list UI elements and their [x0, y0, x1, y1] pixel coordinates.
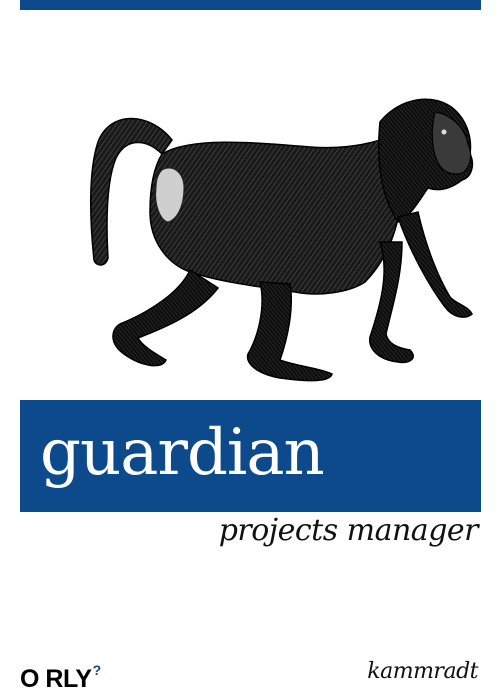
- book-title: guardian: [40, 416, 325, 490]
- publisher-question-mark: ?: [92, 662, 102, 678]
- book-subtitle: projects manager: [218, 513, 479, 548]
- top-color-bar: [20, 0, 481, 10]
- author-name: kammradt: [367, 659, 478, 684]
- baboon-illustration-icon: [89, 98, 474, 382]
- publisher-name: O RLY: [20, 665, 92, 693]
- publisher-logo: O RLY?: [20, 652, 101, 697]
- title-band: guardian: [20, 400, 481, 512]
